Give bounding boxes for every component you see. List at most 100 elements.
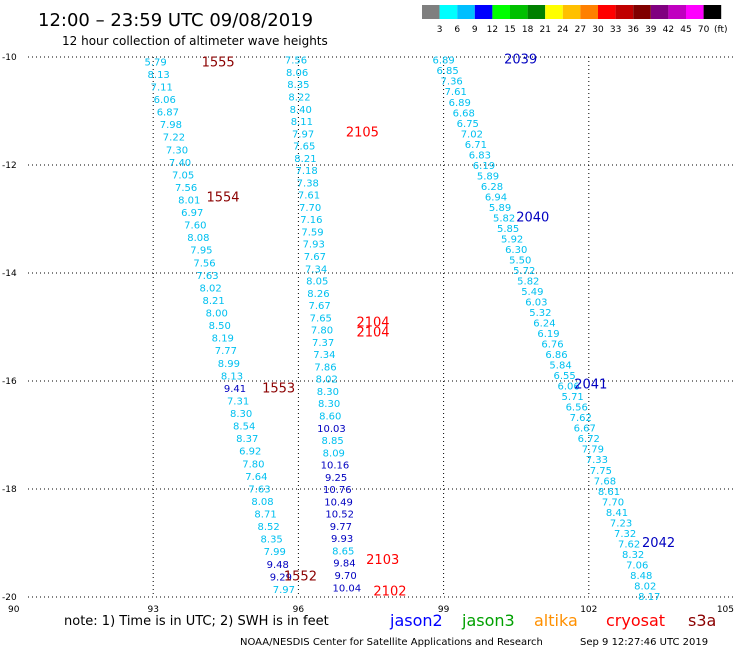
legend-label: 27 <box>575 25 586 35</box>
wave-height-point: 8.05 <box>306 277 328 288</box>
footer-credit: NOAA/NESDIS Center for Satellite Applica… <box>240 637 543 648</box>
legend-swatch <box>562 5 581 19</box>
wave-height-point: 7.61 <box>298 191 320 202</box>
wave-height-point: 10.49 <box>324 497 353 508</box>
y-tick-label: -18 <box>2 485 17 495</box>
wave-height-point: 8.19 <box>212 334 234 345</box>
wave-height-point: 5.79 <box>144 57 166 68</box>
wave-height-point: 7.33 <box>586 455 608 466</box>
wave-height-point: 6.19 <box>537 329 559 340</box>
wave-height-point: 8.52 <box>257 522 279 533</box>
wave-height-point: 6.86 <box>545 350 567 361</box>
wave-height-point: 8.65 <box>332 546 354 557</box>
wave-height-point: 8.00 <box>206 309 228 320</box>
legend-label: 24 <box>557 25 569 35</box>
satellite-label-altika: altika <box>534 611 578 630</box>
x-tick-label: 99 <box>438 605 450 615</box>
wave-height-point: 5.71 <box>562 392 584 403</box>
wave-height-point: 7.62 <box>570 413 592 424</box>
wave-height-point: 6.85 <box>437 66 459 77</box>
wave-height-point: 8.08 <box>187 233 209 244</box>
wave-height-point: 7.99 <box>264 547 286 558</box>
wave-height-point: 6.06 <box>558 382 580 393</box>
wave-height-point: 7.34 <box>305 264 327 275</box>
wave-height-point: 10.52 <box>325 510 354 521</box>
wave-height-point: 7.93 <box>303 240 325 251</box>
wave-height-point: 7.86 <box>314 362 336 373</box>
pass-label: 1555 <box>202 55 235 70</box>
color-legend: 3 6 9 12 15 18 21 24 27 30 33 36 39 42 45 70 <box>422 5 722 35</box>
wave-height-point: 8.21 <box>203 296 225 307</box>
wave-height-point: 7.68 <box>594 476 616 487</box>
wave-height-point: 7.67 <box>304 252 326 263</box>
wave-height-point: 7.40 <box>169 158 191 169</box>
wave-height-point: 8.30 <box>230 409 252 420</box>
y-tick-label: -16 <box>2 377 17 387</box>
wave-height-point: 6.68 <box>453 108 475 119</box>
wave-height-point: 7.30 <box>166 145 188 156</box>
wave-height-point: 5.85 <box>497 224 519 235</box>
wave-height-point: 7.79 <box>582 445 604 456</box>
wave-height-point: 8.26 <box>307 289 329 300</box>
wave-height-point: 8.32 <box>622 550 644 561</box>
wave-height-point: 7.61 <box>445 87 467 98</box>
wave-height-point: 8.48 <box>630 571 652 582</box>
wave-height-point: 7.62 <box>618 539 640 550</box>
wave-height-point: 8.01 <box>178 195 200 206</box>
wave-height-point: 8.11 <box>291 117 313 128</box>
wave-height-point: 5.72 <box>513 266 535 277</box>
wave-height-point: 7.11 <box>151 82 173 93</box>
wave-height-point: 7.38 <box>297 178 319 189</box>
wave-height-point: 7.95 <box>190 246 212 257</box>
wave-height-point: 6.92 <box>239 447 261 458</box>
legend-label: 45 <box>680 25 691 35</box>
wave-height-point: 9.48 <box>267 560 289 571</box>
satellite-label-s3a: s3a <box>688 611 716 630</box>
wave-height-point: 5.50 <box>509 255 531 266</box>
wave-height-point: 6.76 <box>541 340 563 351</box>
wave-height-point: 7.05 <box>172 170 194 181</box>
chart-subtitle: 12 hour collection of altimeter wave hei… <box>62 34 328 48</box>
wave-height-point: 7.80 <box>242 459 264 470</box>
wave-height-point: 6.89 <box>449 98 471 109</box>
wave-height-point: 9.84 <box>333 559 355 570</box>
wave-height-point: 7.80 <box>311 326 333 337</box>
wave-height-point: 8.17 <box>638 592 660 603</box>
legend-swatch <box>510 5 528 19</box>
wave-height-point: 6.71 <box>465 140 487 151</box>
pass-label: 2104 <box>356 316 389 331</box>
wave-height-point: 10.16 <box>321 461 350 472</box>
wave-height-point: 10.04 <box>332 583 361 594</box>
wave-height-point: 8.08 <box>251 497 273 508</box>
plot-area: 90 93 96 99 102 105 -10 -12 -14 -16 -18 -20 5.79 8.13… <box>2 53 734 615</box>
wave-height-point: 8.35 <box>261 535 283 546</box>
wave-height-point: 5.92 <box>501 234 523 245</box>
wave-height-point: 6.24 <box>533 319 555 330</box>
x-tick-label: 105 <box>717 605 734 615</box>
x-tick-label: 96 <box>293 605 305 615</box>
wave-height-point: 8.35 <box>287 80 309 91</box>
wave-height-point: 5.82 <box>493 213 515 224</box>
legend-swatch <box>703 5 722 19</box>
wave-height-point: 7.36 <box>441 77 463 88</box>
footer-note: note: 1) Time is in UTC; 2) SWH is in fe… <box>64 614 329 629</box>
wave-height-point: 9.70 <box>334 571 356 582</box>
wave-height-point: 5.84 <box>549 361 571 372</box>
wave-height-point: 7.32 <box>614 529 636 540</box>
wave-height-point: 9.77 <box>330 522 352 533</box>
wave-height-point: 8.09 <box>323 448 345 459</box>
legend-swatch <box>422 5 440 19</box>
wave-height-point: 6.67 <box>574 424 596 435</box>
wave-height-point: 7.37 <box>312 338 334 349</box>
legend-swatch <box>668 5 686 19</box>
wave-height-point: 6.03 <box>525 298 547 309</box>
wave-height-point: 7.56 <box>285 56 307 67</box>
wave-height-point: 5.89 <box>489 203 511 214</box>
satellite-legend: jason2 jason3 altika cryosat s3a <box>389 611 716 630</box>
legend-swatch <box>615 5 634 19</box>
y-tick-label: -14 <box>2 269 17 279</box>
wave-height-point: 8.99 <box>218 359 240 370</box>
wave-height-point: 7.16 <box>300 215 322 226</box>
wave-height-point: 8.30 <box>317 387 339 398</box>
wave-height-point: 6.87 <box>157 108 179 119</box>
